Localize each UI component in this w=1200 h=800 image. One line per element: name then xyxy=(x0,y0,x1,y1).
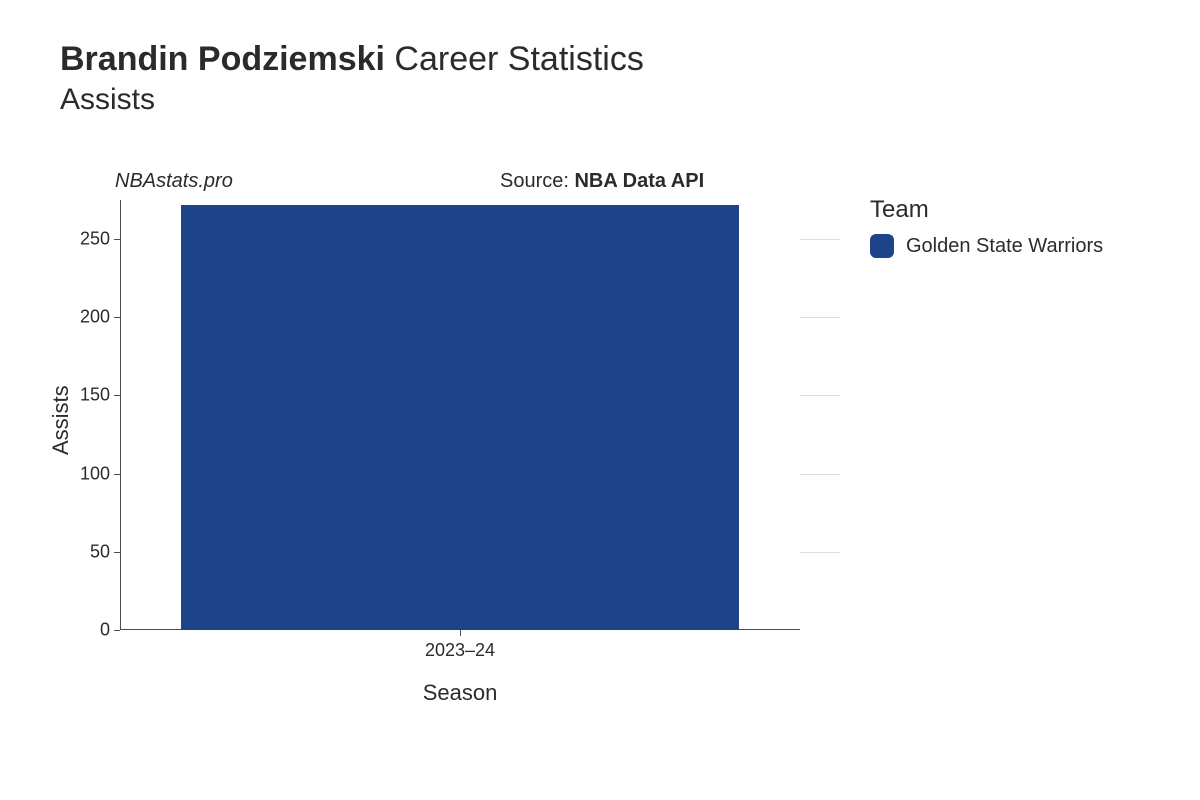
x-tick-label: 2023–24 xyxy=(425,640,495,661)
y-tick xyxy=(114,474,120,475)
x-axis-title: Season xyxy=(423,680,498,706)
legend: Team Golden State Warriors xyxy=(870,196,1103,258)
y-tick-label: 50 xyxy=(60,541,110,562)
y-tick xyxy=(114,239,120,240)
legend-title: Team xyxy=(870,196,1103,224)
y-tick xyxy=(114,395,120,396)
chart-plot-area: 0501001502002502023–24AssistsSeason xyxy=(120,200,800,630)
legend-item-label: Golden State Warriors xyxy=(906,235,1103,258)
watermark-text: NBAstats.pro xyxy=(115,170,233,193)
y-tick-label: 100 xyxy=(60,463,110,484)
chart-subtitle: Assists xyxy=(60,83,644,117)
y-tick xyxy=(114,630,120,631)
grid-line xyxy=(800,552,840,553)
player-name: Brandin Podziemski xyxy=(60,40,385,78)
y-axis-title: Assists xyxy=(48,385,74,455)
y-tick-label: 200 xyxy=(60,307,110,328)
grid-line xyxy=(800,239,840,240)
x-tick xyxy=(460,630,461,636)
title-suffix: Career Statistics xyxy=(394,40,643,78)
y-tick xyxy=(114,552,120,553)
legend-swatch xyxy=(870,234,894,258)
y-axis-line xyxy=(120,200,121,630)
chart-title-block: Brandin Podziemski Career Statistics Ass… xyxy=(60,40,644,117)
source-label: Source: NBA Data API xyxy=(500,170,704,193)
bar xyxy=(181,205,739,630)
legend-item: Golden State Warriors xyxy=(870,234,1103,258)
chart-title-line1: Brandin Podziemski Career Statistics xyxy=(60,40,644,79)
y-tick-label: 0 xyxy=(60,620,110,641)
source-name: NBA Data API xyxy=(574,170,704,192)
y-tick-label: 250 xyxy=(60,229,110,250)
grid-line xyxy=(800,317,840,318)
source-prefix: Source: xyxy=(500,170,574,192)
grid-line xyxy=(800,474,840,475)
grid-line xyxy=(800,395,840,396)
y-tick xyxy=(114,317,120,318)
